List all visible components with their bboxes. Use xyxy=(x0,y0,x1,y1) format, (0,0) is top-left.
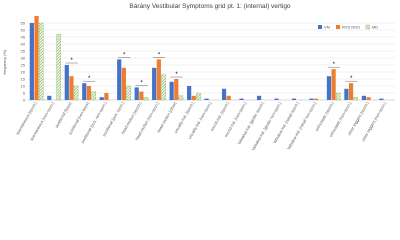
chart-title: Bárány Vestibular Symptoms grid pt. 1: (… xyxy=(129,3,291,10)
bar xyxy=(143,97,149,101)
bar xyxy=(69,76,74,100)
bar xyxy=(344,88,349,100)
legend-swatch xyxy=(336,25,340,29)
y-tick-label: 20 xyxy=(21,69,26,74)
bar xyxy=(196,92,201,101)
bar xyxy=(56,34,61,101)
bar xyxy=(117,59,122,100)
y-tick-label: 45 xyxy=(21,34,26,39)
annotation: * xyxy=(123,52,126,58)
bar xyxy=(156,59,161,100)
bar xyxy=(291,98,297,100)
bar xyxy=(178,95,184,101)
bar xyxy=(174,79,179,100)
bar xyxy=(379,98,384,100)
bar xyxy=(121,67,126,100)
bar xyxy=(126,85,131,101)
bar xyxy=(73,85,79,101)
bar xyxy=(361,95,366,100)
bar xyxy=(99,97,104,100)
bar xyxy=(152,67,157,100)
legend-label: MD xyxy=(372,25,378,30)
bar xyxy=(134,87,139,100)
legend-label: VM xyxy=(324,25,330,30)
bar xyxy=(82,83,87,100)
bar xyxy=(29,23,34,100)
bar xyxy=(239,98,244,100)
bar xyxy=(336,92,341,101)
bar xyxy=(353,97,358,101)
bar xyxy=(34,16,39,100)
y-tick-label: 15 xyxy=(21,76,26,81)
bar xyxy=(187,86,192,100)
legend-swatch xyxy=(318,25,322,29)
y-tick-label: 0 xyxy=(23,97,26,102)
annotation: * xyxy=(350,76,353,82)
bar xyxy=(91,91,96,101)
chart: Bárány Vestibular Symptoms grid pt. 1: (… xyxy=(2,3,395,151)
legend-swatch xyxy=(365,24,371,30)
annotation: * xyxy=(175,72,178,78)
bar xyxy=(161,74,166,101)
y-tick-label: 30 xyxy=(21,55,26,60)
bar xyxy=(331,69,336,100)
bar xyxy=(204,98,209,100)
bar xyxy=(256,95,262,100)
bar xyxy=(348,83,354,100)
y-tick-label: 55 xyxy=(21,20,26,25)
bar xyxy=(366,97,371,100)
annotation: * xyxy=(333,62,336,68)
bar xyxy=(221,88,227,100)
y-tick-label: 50 xyxy=(21,27,26,32)
bar xyxy=(86,86,92,100)
legend-label: RVS NOS xyxy=(342,25,360,30)
annotation: * xyxy=(140,80,143,86)
bar xyxy=(226,95,231,100)
bar xyxy=(274,98,279,100)
annotation: * xyxy=(88,76,91,82)
bar xyxy=(326,76,332,100)
bar xyxy=(47,95,52,100)
y-tick-label: 10 xyxy=(21,83,26,88)
annotation: * xyxy=(71,58,74,64)
annotation: * xyxy=(158,52,161,58)
bar xyxy=(191,95,196,100)
y-tick-label: 40 xyxy=(21,41,26,46)
y-axis-label: frequency (%) xyxy=(2,49,7,75)
y-tick-label: 25 xyxy=(21,62,26,67)
bar xyxy=(169,81,174,100)
y-tick-label: 5 xyxy=(23,90,26,95)
bar xyxy=(64,65,69,100)
bar xyxy=(139,91,144,100)
bar xyxy=(309,98,314,100)
y-tick-label: 35 xyxy=(21,48,26,53)
x-tick-label: positional [bppv] xyxy=(54,101,73,129)
bar xyxy=(314,98,319,100)
bar xyxy=(104,93,109,100)
bar xyxy=(38,22,44,101)
